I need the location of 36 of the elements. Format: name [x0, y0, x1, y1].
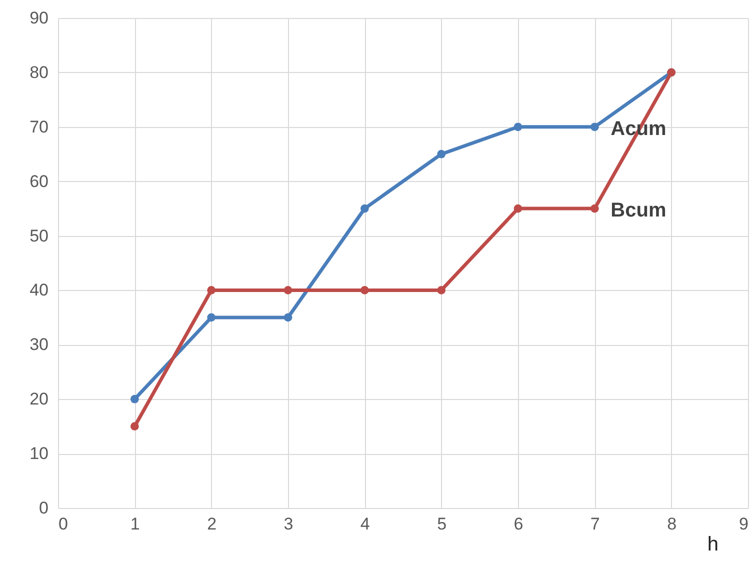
y-tick-label: 20: [30, 390, 48, 409]
point: [590, 204, 599, 213]
point: [207, 313, 216, 322]
point: [437, 286, 446, 294]
x-tick-label: 3: [284, 514, 294, 534]
x-tick-label: 6: [514, 514, 524, 534]
x-tick-label: 0: [58, 514, 68, 534]
y-tick-label: 60: [30, 172, 48, 191]
point: [284, 286, 292, 294]
y-tick-label: 10: [30, 444, 48, 464]
point: [590, 122, 599, 132]
y-tick-label: 50: [30, 226, 48, 246]
point: [207, 286, 216, 294]
point: [514, 122, 522, 132]
x-tick-label: 5: [437, 514, 447, 534]
point: [284, 313, 292, 322]
y-tick-label: 0: [39, 498, 48, 518]
point: [360, 204, 369, 213]
x-tick-label: 2: [207, 514, 217, 534]
point: [437, 150, 446, 158]
y-tick-label: 80: [30, 62, 48, 82]
point: [514, 204, 522, 213]
point: [360, 286, 369, 294]
point: [130, 394, 139, 404]
y-tick-label: 90: [30, 8, 48, 28]
x-tick-label: 1: [130, 514, 140, 534]
y-tick-label: 70: [30, 117, 48, 136]
x-tick-label: 7: [590, 514, 600, 534]
y-tick-label: 30: [30, 335, 48, 354]
point: [130, 422, 139, 431]
series-label: Bcum: [610, 200, 666, 222]
x-tick-label: 4: [360, 514, 370, 534]
x-tick-label: 9: [739, 514, 748, 534]
x-axis-title: h: [707, 534, 718, 556]
y-tick-label: 40: [30, 280, 48, 300]
x-tick-label: 8: [667, 514, 677, 534]
